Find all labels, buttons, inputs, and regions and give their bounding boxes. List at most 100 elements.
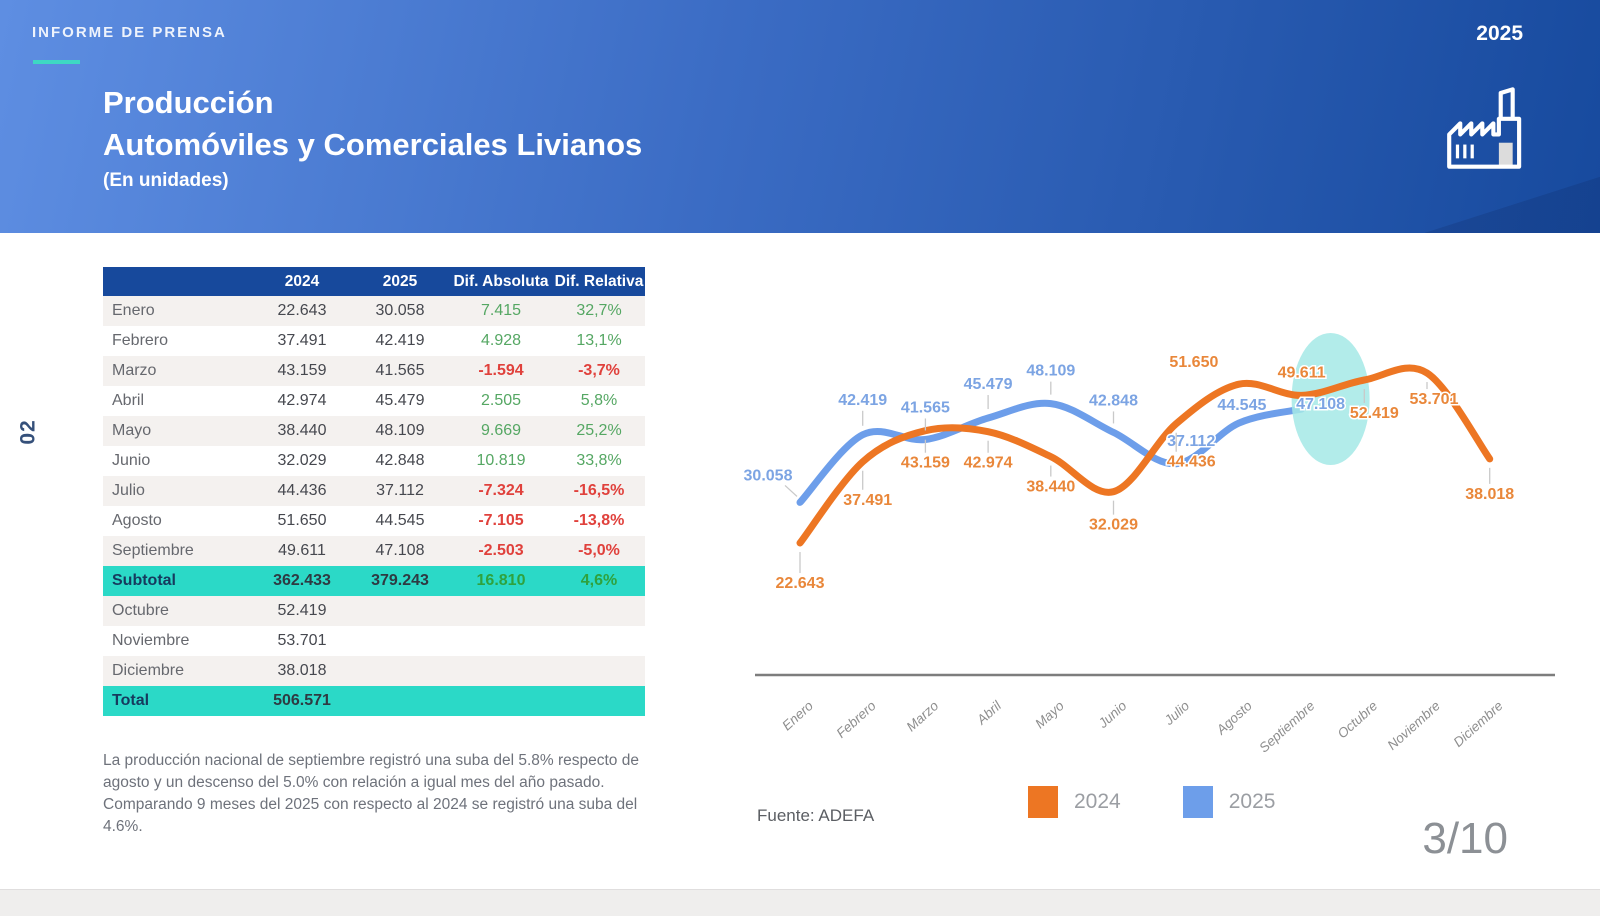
value-cell: -3,7% — [578, 362, 620, 379]
value-cell: 42.974 — [277, 392, 327, 409]
value-cell — [351, 596, 449, 626]
value-cell — [449, 596, 553, 626]
table-row: Agosto 51.650 44.545 -7.105 -13,8% — [103, 506, 645, 536]
value-cell — [553, 656, 645, 686]
row-label-cell: Total — [112, 692, 150, 709]
value-cell: 44.545 — [375, 512, 425, 529]
data-label-2024: 22.643 — [776, 575, 825, 592]
value-cell — [449, 686, 553, 716]
table-row: Septiembre 49.611 47.108 -2.503 -5,0% — [103, 536, 645, 566]
x-tick-label: Enero — [779, 698, 816, 734]
value-cell: 33,8% — [576, 452, 622, 469]
accent-underline — [33, 60, 80, 64]
row-label-cell: Marzo — [112, 362, 157, 379]
x-tick-label: Abril — [973, 697, 1005, 728]
data-label-2024: 52.419 — [1350, 405, 1399, 422]
value-cell — [449, 626, 553, 656]
legend-item: 2025 — [1182, 786, 1275, 818]
value-cell: 2.505 — [480, 392, 522, 409]
data-label-2025: 42.419 — [838, 392, 887, 409]
value-cell: -1.594 — [478, 362, 524, 379]
data-label-2025: 48.109 — [1026, 363, 1075, 380]
production-table: 2024 2025 Dif. Absoluta Dif. Relativa En… — [103, 267, 645, 716]
value-cell: -5,0% — [578, 542, 620, 559]
value-cell — [351, 686, 449, 716]
data-label-2024: 44.436 — [1167, 454, 1216, 471]
value-cell: 43.159 — [277, 362, 327, 379]
value-cell: 506.571 — [273, 692, 331, 709]
x-tick-label: Julio — [1161, 698, 1193, 729]
row-label-cell: Subtotal — [112, 572, 176, 589]
value-cell — [553, 686, 645, 716]
value-cell — [449, 656, 553, 686]
data-label-2024: 38.018 — [1465, 486, 1514, 503]
value-cell: 49.611 — [278, 542, 326, 559]
value-cell: -13,8% — [573, 512, 625, 529]
legend-item: 2024 — [1028, 786, 1121, 818]
table-row: Marzo 43.159 41.565 -1.594 -3,7% — [103, 356, 645, 386]
page-number: 3/10 — [1422, 814, 1508, 863]
value-cell: 32,7% — [576, 302, 622, 319]
series-2024-line — [796, 364, 1494, 547]
x-tick-label: Octubre — [1335, 698, 1381, 741]
x-tick-label: Septiembre — [1256, 698, 1317, 755]
col-2025: 2025 — [351, 267, 449, 296]
chart-legend: 2024 2025 — [1028, 786, 1275, 818]
data-label-2025: 41.565 — [901, 399, 950, 416]
value-cell: 38.018 — [277, 662, 327, 679]
data-label-2024: 37.491 — [843, 492, 892, 509]
page-title-line1: Producción — [103, 85, 274, 120]
table-header-row: 2024 2025 Dif. Absoluta Dif. Relativa — [103, 267, 645, 296]
value-cell: 37.491 — [277, 332, 327, 349]
data-label-2024: 49.611 — [1278, 364, 1326, 381]
value-cell — [553, 626, 645, 656]
value-cell: 44.436 — [277, 482, 327, 499]
value-cell: -7.324 — [478, 482, 524, 499]
section-number: 02 — [16, 419, 40, 445]
title-block: Producción Automóviles y Comerciales Liv… — [103, 82, 642, 196]
data-label-2025: 44.545 — [1217, 397, 1266, 414]
value-cell: 42.848 — [375, 452, 425, 469]
data-label-2025: 42.848 — [1089, 392, 1138, 409]
series-2025-line — [796, 399, 1306, 506]
legend-swatch — [1028, 786, 1058, 818]
value-cell: 4,6% — [580, 572, 618, 589]
legend-label: 2024 — [1074, 790, 1121, 813]
value-cell: 30.058 — [375, 302, 425, 319]
legend-swatch — [1182, 786, 1213, 818]
value-cell: 22.643 — [277, 302, 327, 319]
value-cell: 10.819 — [476, 452, 526, 469]
september-highlight-ellipse — [1291, 333, 1370, 465]
x-tick-label: Mayo — [1032, 698, 1067, 732]
value-cell — [553, 596, 645, 626]
table-row: Abril 42.974 45.479 2.505 5,8% — [103, 386, 645, 416]
value-cell: 4.928 — [480, 332, 522, 349]
value-cell: 41.565 — [375, 362, 425, 379]
source-note: Fuente: ADEFA — [757, 806, 875, 825]
x-tick-label: Junio — [1095, 698, 1130, 732]
value-cell: 52.419 — [277, 602, 327, 619]
footnotes: La producción nacional de septiembre reg… — [103, 750, 651, 838]
page-title-line2: Automóviles y Comerciales Livianos — [103, 127, 643, 162]
data-label-2025: 45.479 — [964, 376, 1013, 393]
col-dif-relativa: Dif. Relativa — [553, 267, 645, 296]
value-cell: -7.105 — [478, 512, 524, 529]
value-cell: 379.243 — [371, 572, 429, 589]
value-cell: 32.029 — [277, 452, 327, 469]
value-cell: 37.112 — [376, 482, 424, 499]
footnote-1: La producción nacional de septiembre reg… — [103, 752, 639, 791]
value-cell — [351, 656, 449, 686]
row-label-cell: Agosto — [112, 512, 162, 529]
value-cell: -16,5% — [573, 482, 625, 499]
x-tick-label: Marzo — [903, 698, 941, 735]
value-cell: 51.650 — [277, 512, 327, 529]
header-banner: INFORME DE PRENSA Producción Automóviles… — [0, 0, 1600, 233]
col-month — [103, 267, 253, 296]
row-label-cell: Junio — [112, 452, 151, 469]
value-cell: 45.479 — [375, 392, 425, 409]
page-title-units: (En unidades) — [103, 170, 229, 191]
value-cell: 16.810 — [476, 572, 526, 589]
row-label-cell: Mayo — [112, 422, 152, 439]
table-row: Enero 22.643 30.058 7.415 32,7% — [103, 296, 645, 326]
value-cell: 7.415 — [480, 302, 522, 319]
